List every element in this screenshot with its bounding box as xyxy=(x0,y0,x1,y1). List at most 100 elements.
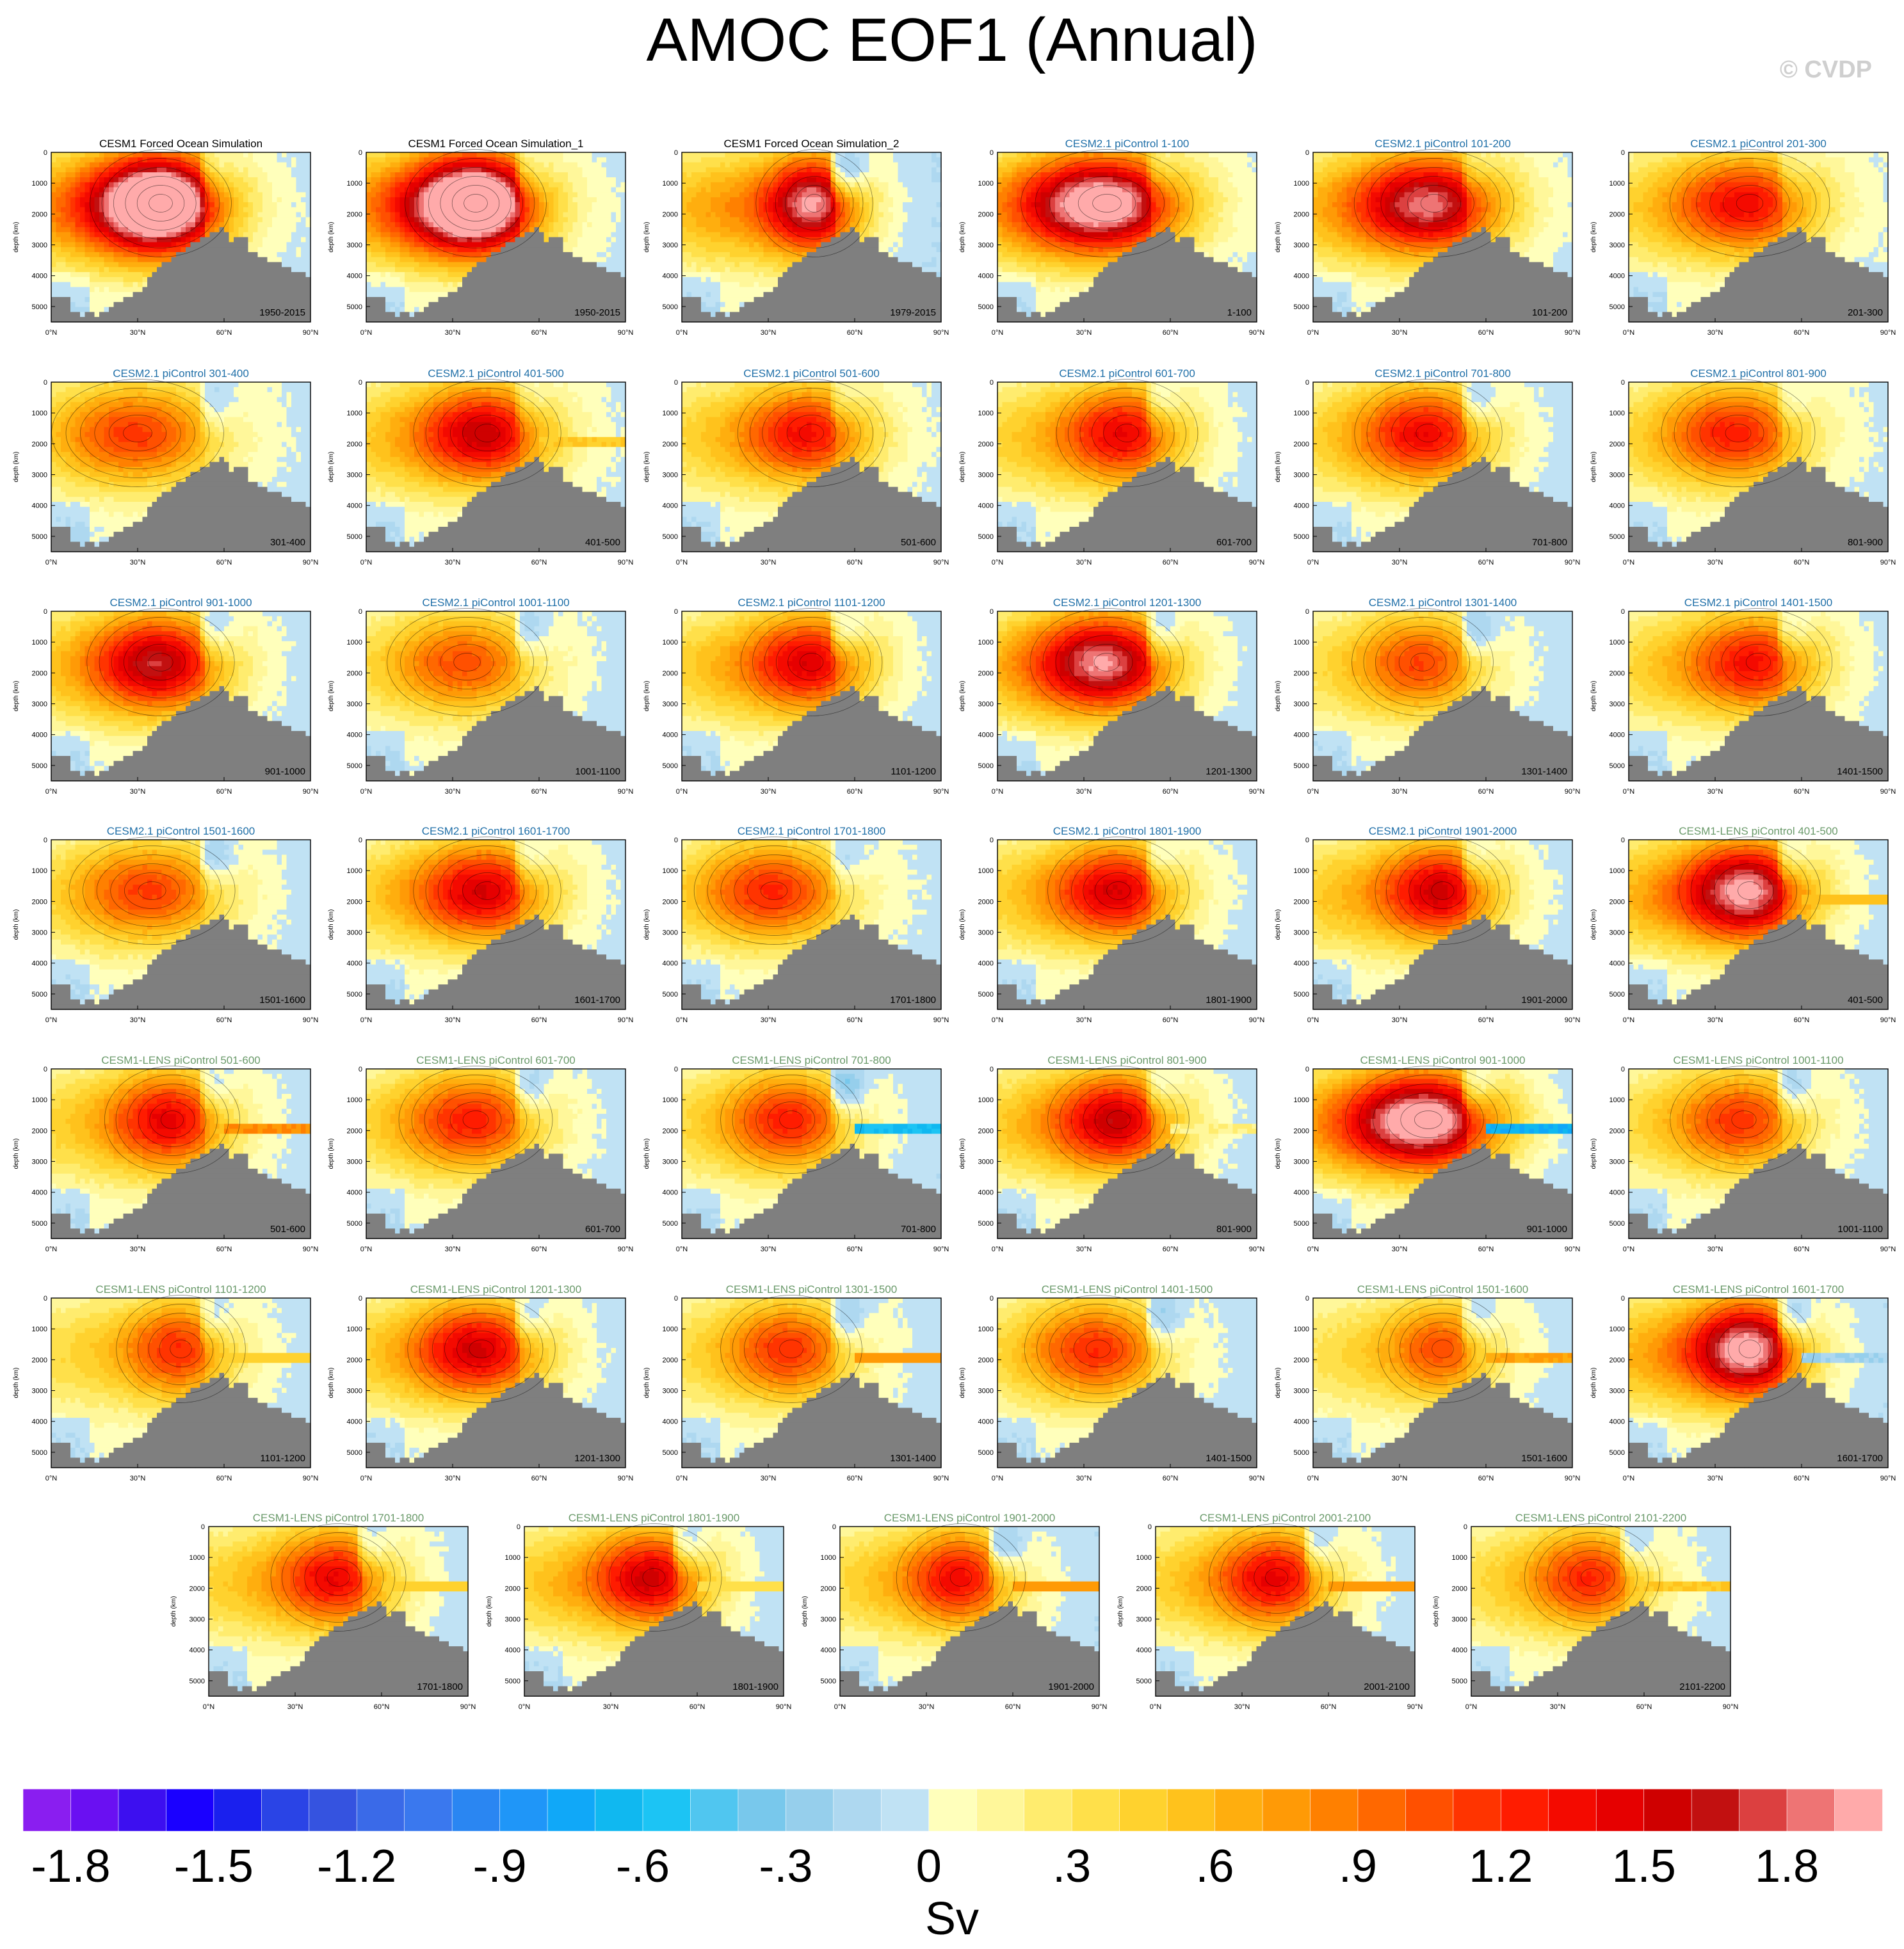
field-cell xyxy=(535,262,540,267)
field-cell xyxy=(558,182,563,188)
field-cell xyxy=(691,207,697,213)
field-cell xyxy=(181,163,186,168)
field-cell xyxy=(821,312,827,317)
field-cell xyxy=(587,282,592,287)
field-cell xyxy=(429,302,434,307)
field-cell xyxy=(807,267,812,272)
field-cell xyxy=(720,282,725,287)
field-cell xyxy=(376,167,381,172)
field-cell xyxy=(301,192,306,197)
field-cell xyxy=(448,237,453,243)
field-cell xyxy=(583,217,588,222)
field-cell xyxy=(549,213,554,218)
field-cell xyxy=(764,312,769,317)
field-cell xyxy=(745,227,750,232)
field-cell xyxy=(583,157,588,163)
field-cell xyxy=(739,227,745,232)
field-cell xyxy=(291,222,296,227)
field-cell xyxy=(157,302,162,307)
field-cell xyxy=(220,192,225,197)
field-cell xyxy=(128,272,133,277)
field-cell xyxy=(282,302,287,307)
field-cell xyxy=(258,222,263,227)
field-cell xyxy=(487,163,492,168)
field-cell xyxy=(611,302,617,307)
field-cell xyxy=(414,217,419,222)
field-cell xyxy=(287,202,292,207)
field-cell xyxy=(735,272,740,277)
field-cell xyxy=(850,247,855,252)
field-cell xyxy=(754,172,759,177)
field-cell xyxy=(410,272,415,277)
field-cell xyxy=(759,282,764,287)
field-cell xyxy=(802,192,807,197)
field-cell xyxy=(535,232,540,237)
field-cell xyxy=(845,307,850,312)
field-cell xyxy=(287,163,292,168)
field-cell xyxy=(563,152,569,157)
field-cell xyxy=(104,302,109,307)
field-cell xyxy=(768,297,773,302)
field-cell xyxy=(525,282,530,287)
field-cell xyxy=(61,222,66,227)
field-cell xyxy=(472,312,477,317)
field-cell xyxy=(162,237,167,243)
field-cell xyxy=(56,307,61,312)
field-cell xyxy=(239,217,244,222)
field-cell xyxy=(568,217,573,222)
field-cell xyxy=(759,167,764,172)
field-cell xyxy=(554,307,559,312)
field-cell xyxy=(697,152,702,157)
field-cell xyxy=(745,167,750,172)
field-cell xyxy=(414,282,419,287)
field-cell xyxy=(381,227,386,232)
field-cell xyxy=(845,207,850,213)
x-tick-label: 60°N xyxy=(531,329,547,337)
field-cell xyxy=(262,257,268,262)
field-cell xyxy=(515,222,520,227)
field-cell xyxy=(443,157,448,163)
field-cell xyxy=(95,213,100,218)
field-cell xyxy=(234,277,239,282)
field-cell xyxy=(602,172,607,177)
field-cell xyxy=(735,207,740,213)
field-cell xyxy=(70,252,76,257)
field-cell xyxy=(162,312,167,317)
field-cell xyxy=(195,262,200,267)
field-cell xyxy=(855,232,860,237)
field-cell xyxy=(99,207,104,213)
field-cell xyxy=(239,267,244,272)
field-cell xyxy=(845,267,850,272)
field-cell xyxy=(554,312,559,317)
field-cell xyxy=(587,207,592,213)
field-cell xyxy=(287,192,292,197)
field-cell xyxy=(735,227,740,232)
field-cell xyxy=(606,167,611,172)
field-cell xyxy=(787,262,793,267)
field-cell xyxy=(114,237,119,243)
field-cell xyxy=(711,312,716,317)
field-cell xyxy=(128,177,133,182)
field-cell xyxy=(587,237,592,243)
field-cell xyxy=(602,257,607,262)
field-cell xyxy=(515,227,520,232)
field-cell xyxy=(745,277,750,282)
field-cell xyxy=(759,207,764,213)
field-cell xyxy=(587,242,592,247)
field-cell xyxy=(66,188,71,193)
field-cell xyxy=(472,182,477,188)
field-cell xyxy=(554,172,559,177)
field-cell xyxy=(176,222,181,227)
field-cell xyxy=(291,237,296,243)
field-cell xyxy=(691,257,697,262)
field-cell xyxy=(759,302,764,307)
field-cell xyxy=(841,177,846,182)
field-cell xyxy=(152,163,157,168)
field-cell xyxy=(773,272,779,277)
field-cell xyxy=(258,192,263,197)
field-cell xyxy=(706,257,711,262)
field-cell xyxy=(366,307,371,312)
field-cell xyxy=(821,262,827,267)
field-cell xyxy=(845,292,850,297)
field-cell xyxy=(258,302,263,307)
